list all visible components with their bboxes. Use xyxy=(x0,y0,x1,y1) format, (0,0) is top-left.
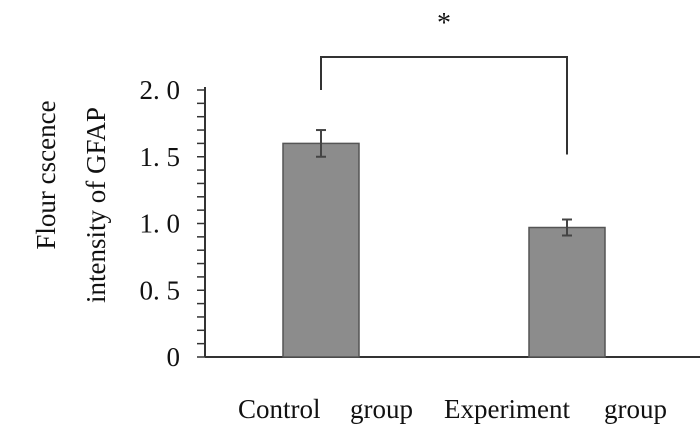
y-tick-label-2-0: 2. 0 xyxy=(140,75,181,105)
y-tick-label-1-0: 1. 0 xyxy=(140,209,181,239)
category-label-control-group-word: group xyxy=(350,394,413,424)
category-label-control: Control xyxy=(238,394,321,424)
y-tick-label-1-5: 1. 5 xyxy=(140,142,181,172)
category-label-experiment: Experiment xyxy=(444,394,570,424)
y-axis-ticks xyxy=(197,89,205,358)
y-axis-label-line-2: intensity of GFAP xyxy=(81,107,111,303)
y-tick-label-0: 0 xyxy=(167,342,181,372)
error-bar-control-group xyxy=(316,129,326,158)
bar-experiment-group xyxy=(528,226,606,358)
error-bar-experiment-group xyxy=(562,218,572,237)
bar-control-group xyxy=(282,142,360,358)
y-axis-label-line-1: Flour cscence xyxy=(31,100,61,249)
y-tick-label-0-5: 0. 5 xyxy=(140,275,181,305)
significance-bracket xyxy=(320,56,568,155)
category-label-experiment-group-word: group xyxy=(604,394,667,424)
y-axis-tick-labels: 0 0. 5 1. 0 1. 5 2. 0 xyxy=(140,75,181,372)
significance-asterisk: * xyxy=(437,8,451,39)
